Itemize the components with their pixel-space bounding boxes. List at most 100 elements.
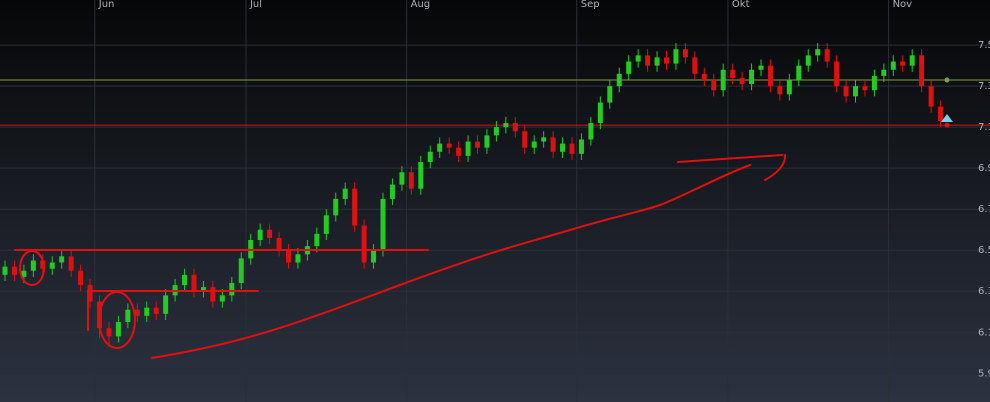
candle-body xyxy=(692,57,698,74)
x-tick-label: Jun xyxy=(98,0,115,10)
candle-body xyxy=(682,49,688,58)
candle-body xyxy=(333,198,339,216)
y-tick-label: 6.1 xyxy=(978,327,990,338)
candle-body xyxy=(928,86,934,107)
candle-body xyxy=(342,188,348,199)
candle-body xyxy=(163,295,169,314)
candle-body xyxy=(664,57,669,64)
candle-body xyxy=(560,143,566,152)
candle-body xyxy=(900,61,906,66)
candle-body xyxy=(323,215,329,234)
drawn-circle xyxy=(19,250,45,286)
candle-body xyxy=(843,86,849,97)
candle-body xyxy=(909,55,915,66)
candle-body xyxy=(427,151,433,163)
candle-body xyxy=(890,61,896,70)
candle-body xyxy=(238,258,244,284)
candle-body xyxy=(493,127,499,136)
candle-body xyxy=(881,69,887,76)
candle-body xyxy=(210,287,216,302)
drawn-line xyxy=(87,290,259,331)
candle-body xyxy=(853,86,858,97)
candle-body xyxy=(219,295,225,302)
annotations xyxy=(14,114,953,359)
candle-body xyxy=(286,250,291,263)
candle-body xyxy=(191,274,197,292)
candle-body xyxy=(588,123,594,140)
candle-body xyxy=(484,135,490,148)
candle-body xyxy=(626,61,632,74)
candle-body xyxy=(106,328,112,337)
candle-body xyxy=(597,102,603,124)
candle-body xyxy=(134,309,140,316)
candle-body xyxy=(607,86,613,103)
candle-body xyxy=(645,55,651,66)
y-tick-label: 7.3 xyxy=(978,81,990,92)
candle-body xyxy=(616,73,622,87)
candle-body xyxy=(786,79,792,95)
candle-body xyxy=(30,260,36,271)
candle-body xyxy=(569,143,575,154)
candle-body xyxy=(720,69,726,91)
candle-body xyxy=(11,266,17,275)
candle-body xyxy=(805,55,811,66)
y-tick-label: 6.9 xyxy=(978,163,990,174)
levels xyxy=(0,77,990,128)
candle-body xyxy=(418,162,424,189)
candle-body xyxy=(758,65,764,70)
candle-body xyxy=(267,229,273,238)
candle-body xyxy=(295,254,301,263)
x-tick-label: Jul xyxy=(249,0,262,10)
candle-body xyxy=(834,61,840,87)
candle-body xyxy=(749,69,755,85)
candle-body xyxy=(314,233,320,247)
candle-body xyxy=(371,250,377,263)
candle-body xyxy=(408,172,414,189)
candle-body xyxy=(389,184,395,199)
candle-body xyxy=(938,106,944,122)
candle-body xyxy=(399,172,405,185)
x-tick-label: Nov xyxy=(893,0,913,10)
candle-body xyxy=(2,266,8,275)
candle-body xyxy=(673,49,679,64)
candle-body xyxy=(352,188,358,226)
candle-body xyxy=(739,77,745,85)
candle-body xyxy=(578,139,584,154)
x-tick-label: Okt xyxy=(732,0,750,10)
candle-body xyxy=(796,65,802,80)
level-dot xyxy=(944,122,950,128)
y-tick-label: 7.1 xyxy=(978,122,990,133)
marker xyxy=(941,114,953,122)
candle-body xyxy=(862,86,868,91)
candle-body xyxy=(522,131,528,148)
candle-body xyxy=(182,274,188,286)
y-tick-label: 5.9 xyxy=(978,368,990,379)
candle-body xyxy=(456,147,462,156)
candle-body xyxy=(144,307,150,316)
candle-body xyxy=(767,65,773,87)
candle-body xyxy=(276,237,282,251)
candle-body xyxy=(711,79,717,91)
x-tick-label: Sep xyxy=(581,0,600,10)
candles xyxy=(2,43,944,347)
candle-body xyxy=(730,69,736,78)
candle-body xyxy=(701,73,707,80)
candle-body xyxy=(777,86,783,95)
candle-body xyxy=(815,49,821,56)
drawn-line xyxy=(677,154,783,163)
candle-body xyxy=(541,137,547,142)
candle-body xyxy=(824,49,830,62)
candle-body xyxy=(919,55,925,87)
candle-body xyxy=(49,262,55,269)
candle-body xyxy=(475,141,480,148)
candle-body xyxy=(153,307,159,314)
candle-body xyxy=(531,141,537,148)
candle-body xyxy=(115,322,121,337)
candle-body xyxy=(78,270,84,286)
candle-body xyxy=(446,143,452,148)
y-tick-label: 6.3 xyxy=(978,286,990,297)
candle-body xyxy=(654,57,660,66)
